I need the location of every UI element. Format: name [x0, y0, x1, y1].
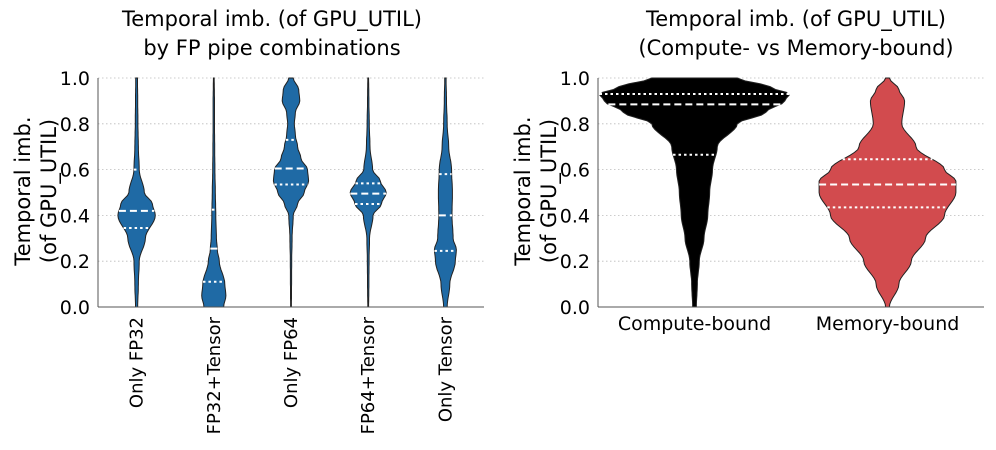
- violin-body: [272, 77, 310, 308]
- y-tick-label: 0.4: [560, 205, 590, 227]
- y-tick-label: 0.4: [60, 205, 90, 227]
- x-category-label: Only Tensor: [435, 316, 456, 422]
- x-category-label: Only FP64: [281, 317, 302, 408]
- y-tick-label: 1.0: [560, 68, 590, 90]
- x-category-label: FP32+Tensor: [204, 316, 225, 434]
- compute-memory-panel: Temporal imb. (of GPU_UTIL) (Compute- vs…: [511, 7, 984, 335]
- y-tick-label: 0.0: [60, 297, 90, 319]
- chart-title-line-1: Temporal imb. (of GPU_UTIL): [645, 7, 946, 32]
- violin-body: [433, 77, 457, 308]
- y-tick-label: 0.8: [60, 114, 90, 136]
- chart-title-line-1: Temporal imb. (of GPU_UTIL): [121, 7, 422, 32]
- y-tick-label: 0.6: [60, 160, 90, 182]
- fp-pipe-panel: Temporal imb. (of GPU_UTIL) by FP pipe c…: [11, 7, 484, 434]
- chart-title-line-2: by FP pipe combinations: [143, 36, 400, 60]
- violin-body: [117, 77, 156, 308]
- x-category-label: Compute-bound: [618, 313, 771, 335]
- y-tick-label: 0.6: [560, 160, 590, 182]
- x-category-label: FP64+Tensor: [358, 316, 379, 434]
- y-tick-label: 0.2: [560, 251, 590, 273]
- chart-title-line-2: (Compute- vs Memory-bound): [638, 36, 953, 60]
- y-axis-label-line-1: Temporal imb.: [11, 116, 35, 266]
- violin-body: [201, 77, 227, 308]
- y-tick-label: 0.0: [560, 297, 590, 319]
- violin-body: [818, 77, 957, 308]
- x-category-label: Only FP32: [127, 317, 148, 408]
- violin-body: [599, 77, 790, 308]
- y-axis-label-line-1: Temporal imb.: [511, 116, 535, 266]
- y-tick-label: 0.8: [560, 114, 590, 136]
- x-category-label: Memory-bound: [816, 313, 960, 335]
- y-tick-label: 1.0: [60, 68, 90, 90]
- y-axis-label-line-2: (of GPU_UTIL): [537, 119, 562, 263]
- y-tick-label: 0.2: [60, 251, 90, 273]
- y-axis-label-line-2: (of GPU_UTIL): [37, 119, 62, 263]
- violin-body: [349, 77, 387, 308]
